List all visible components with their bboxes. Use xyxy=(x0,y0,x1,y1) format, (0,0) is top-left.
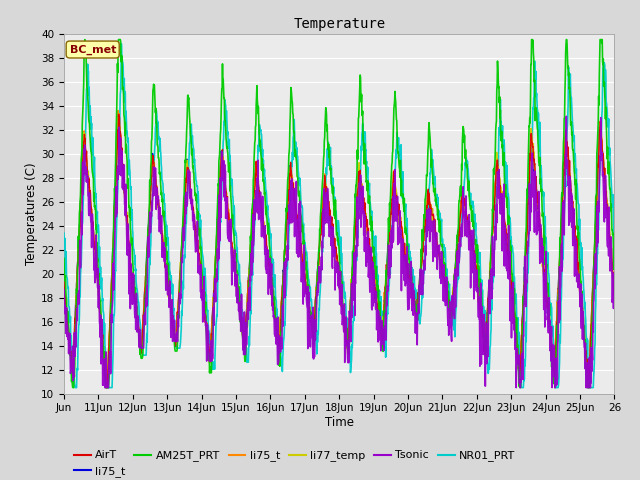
Legend: AirT, li75_t, AM25T_PRT, li75_t, li77_temp, Tsonic, NR01_PRT: AirT, li75_t, AM25T_PRT, li75_t, li77_te… xyxy=(70,446,520,480)
Text: BC_met: BC_met xyxy=(70,45,116,55)
Y-axis label: Temperatures (C): Temperatures (C) xyxy=(25,162,38,265)
X-axis label: Time: Time xyxy=(324,416,354,429)
Title: Temperature: Temperature xyxy=(293,17,385,31)
